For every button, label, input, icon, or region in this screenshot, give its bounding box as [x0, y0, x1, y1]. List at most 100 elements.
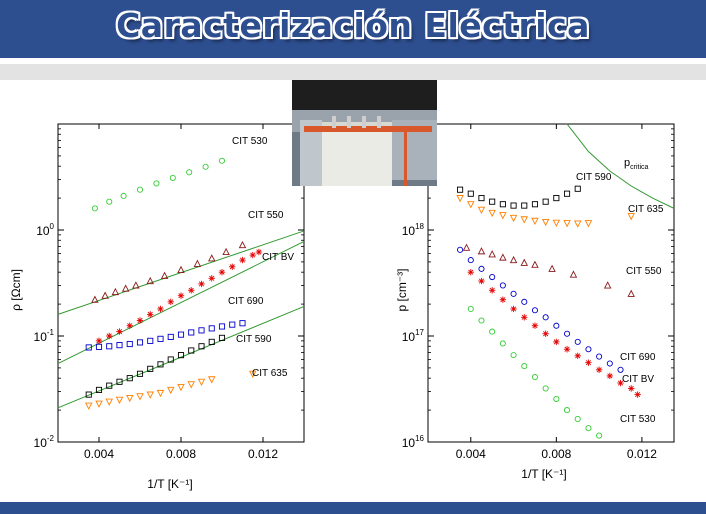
data-point-cit-635 — [584, 220, 593, 228]
series-label-cit-bv: CIT BV — [622, 374, 654, 385]
data-point-cit-690 — [457, 246, 464, 253]
data-point-cit-635 — [249, 370, 257, 378]
data-point-cit-550 — [111, 287, 120, 296]
right-y-tick-label: 1018 — [402, 222, 425, 238]
data-point-cit-590 — [147, 365, 154, 372]
data-point-cit-bv — [563, 346, 571, 353]
data-point-cit-635 — [167, 386, 175, 395]
data-point-cit-590 — [457, 186, 464, 193]
data-point-cit-690 — [167, 333, 174, 340]
data-point-cit-690 — [229, 321, 236, 328]
series-label-cit-530: CIT 530 — [620, 414, 656, 425]
right-y-tick-label: 1017 — [402, 328, 425, 344]
data-point-cit-530 — [574, 415, 581, 422]
data-point-cit-bv — [628, 385, 635, 392]
data-point-cit-690 — [489, 273, 496, 281]
data-point-cit-bv — [531, 322, 539, 329]
data-point-cit-bv — [229, 263, 236, 270]
sample-holder-photo — [292, 80, 437, 186]
data-point-cit-690 — [585, 346, 592, 353]
data-point-cit-550 — [146, 276, 154, 285]
data-point-cit-590 — [126, 375, 133, 382]
data-point-cit-635 — [499, 212, 507, 220]
data-point-cit-635 — [126, 394, 134, 403]
data-point-cit-530 — [478, 317, 485, 324]
data-point-cit-bv — [499, 296, 507, 303]
data-point-cit-bv — [147, 311, 154, 318]
density-plot-frame — [427, 123, 675, 443]
data-point-cit-690 — [542, 314, 549, 321]
data-point-cit-590 — [106, 382, 113, 389]
data-point-cit-590 — [177, 352, 185, 359]
density-y-axis-label: p [cm⁻³] — [395, 268, 409, 311]
data-point-cit-635 — [156, 389, 165, 398]
left-y-tick-label: 10-1 — [34, 328, 55, 344]
data-point-cit-690 — [499, 282, 506, 289]
data-point-cit-690 — [126, 340, 133, 348]
series-cit-590 — [85, 334, 226, 398]
series-label-cit-690: CIT 690 — [228, 296, 264, 307]
data-point-cit-530 — [563, 407, 571, 414]
data-point-cit-590 — [208, 338, 215, 345]
data-point-cit-530 — [499, 340, 506, 347]
data-point-cit-635 — [115, 396, 124, 404]
data-point-cit-690 — [478, 265, 485, 272]
data-point-cit-bv — [606, 372, 614, 380]
data-point-cit-690 — [521, 298, 528, 305]
data-point-cit-550 — [208, 254, 216, 262]
density-x-axis-label: 1/T [K⁻¹] — [521, 467, 566, 481]
data-point-cit-550 — [132, 281, 140, 289]
data-point-cit-635 — [531, 217, 539, 226]
data-point-cit-550 — [499, 253, 507, 261]
data-point-cit-550 — [91, 295, 99, 303]
data-point-cit-bv — [585, 359, 592, 366]
data-point-cit-bv — [467, 268, 474, 276]
data-point-cit-590 — [467, 190, 474, 197]
resistivity-x-axis-label: 1/T [K⁻¹] — [147, 477, 192, 491]
data-point-cit-635 — [541, 218, 550, 227]
data-point-cit-bv — [488, 287, 496, 294]
data-point-cit-550 — [477, 247, 486, 255]
page-title: Caracterización Eléctrica — [116, 6, 590, 45]
data-point-cit-635 — [456, 195, 464, 203]
series-cit-550 — [462, 243, 635, 297]
data-point-cit-bv — [188, 287, 195, 294]
carrier-density-chart: CIT 590 CIT 635 CIT 550 CIT 690 CIT BV CIT 53… — [395, 123, 675, 481]
data-point-cit-bv — [157, 305, 164, 313]
right-x-tick-label: 0.012 — [627, 447, 657, 461]
data-point-cit-530 — [136, 186, 144, 193]
data-point-cit-530 — [542, 385, 549, 392]
data-point-cit-bv — [634, 391, 641, 398]
data-point-cit-530 — [510, 352, 517, 359]
left-x-tick-label: 0.012 — [248, 447, 278, 461]
critical-density-label: pcritica — [624, 157, 649, 171]
data-point-cit-690 — [531, 307, 539, 314]
data-point-cit-550 — [520, 258, 529, 266]
data-point-cit-bv — [595, 366, 603, 373]
data-point-cit-590 — [489, 198, 496, 205]
data-point-cit-530 — [106, 198, 113, 205]
data-point-cit-550 — [569, 270, 578, 278]
series-cit-590 — [457, 185, 581, 209]
series-label-cit-530: CIT 530 — [232, 136, 268, 147]
series-label-cit-590: CIT 590 — [236, 334, 272, 345]
data-point-cit-550 — [462, 243, 471, 251]
series-label-cit-550: CIT 550 — [626, 266, 662, 277]
footer-bar — [0, 502, 706, 514]
data-point-cit-bv — [218, 268, 226, 276]
data-point-cit-590 — [157, 361, 164, 368]
data-point-cit-550 — [488, 250, 496, 258]
data-point-cit-635 — [146, 391, 154, 399]
series-label-cit-bv: CIT BV — [262, 252, 294, 263]
right-x-tick-label: 0.004 — [456, 447, 486, 461]
data-point-cit-635 — [477, 206, 486, 215]
resistivity-y-axis-label: ρ [Ωcm] — [9, 269, 23, 311]
data-point-cit-690 — [136, 339, 144, 346]
data-point-cit-550 — [121, 284, 130, 292]
series-cit-bv — [467, 268, 641, 398]
data-point-cit-550 — [222, 247, 230, 256]
data-point-cit-bv — [208, 275, 215, 282]
data-point-cit-635 — [95, 400, 103, 408]
data-point-cit-635 — [187, 381, 195, 389]
data-point-cit-550 — [160, 271, 169, 279]
